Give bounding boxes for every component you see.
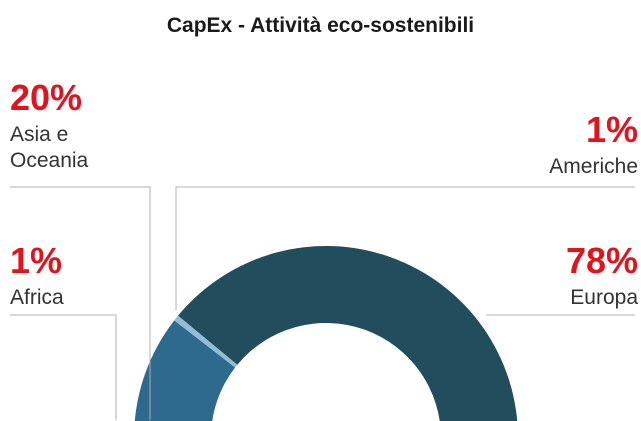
leader-line-asia <box>10 186 151 420</box>
chart-title: CapEx - Attività eco-sostenibili <box>166 14 475 37</box>
label-europa-pct: 78% <box>565 240 638 281</box>
label-africa-pct: 1% <box>10 240 63 281</box>
donut-slice-americhe <box>174 315 238 368</box>
label-asia-name: Asia e Oceania <box>10 123 89 173</box>
label-africa-name: Africa <box>10 286 64 309</box>
leader-line-africa <box>10 314 117 420</box>
label-asia-pct: 20% <box>10 77 83 118</box>
label-africa: 1% Africa <box>10 243 64 311</box>
label-asia: 20% Asia e Oceania <box>10 80 120 175</box>
label-europa-name: Europa <box>570 286 638 309</box>
label-americhe-pct: 1% <box>585 109 638 150</box>
leader-line-americhe <box>175 186 635 310</box>
donut-slice-asia-e-oceania <box>134 320 236 421</box>
label-americhe: 1% Americhe <box>549 112 638 180</box>
label-europa: 78% Europa <box>566 243 638 311</box>
label-americhe-name: Americhe <box>549 155 638 178</box>
donut-slice-europa <box>178 246 518 421</box>
